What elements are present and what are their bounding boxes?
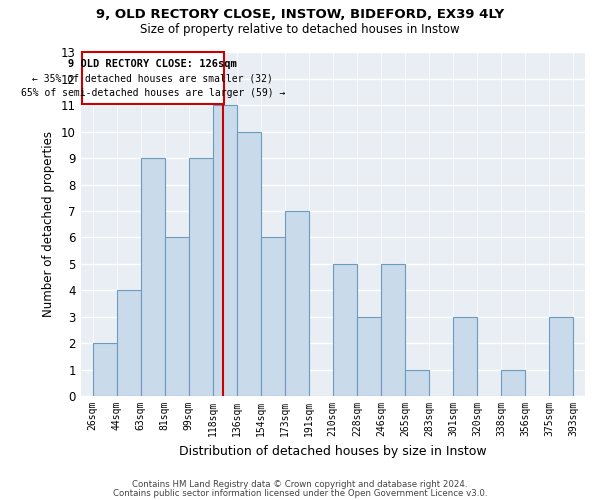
Bar [140,158,164,396]
Bar [213,106,237,396]
Bar [381,264,405,396]
Bar [501,370,525,396]
Text: 65% of semi-detached houses are larger (59) →: 65% of semi-detached houses are larger (… [20,88,285,99]
Bar [405,370,429,396]
Text: 9, OLD RECTORY CLOSE, INSTOW, BIDEFORD, EX39 4LY: 9, OLD RECTORY CLOSE, INSTOW, BIDEFORD, … [96,8,504,20]
Text: 9 OLD RECTORY CLOSE: 126sqm: 9 OLD RECTORY CLOSE: 126sqm [68,60,237,70]
Bar [116,290,140,396]
Bar [333,264,357,396]
Bar [164,238,188,396]
Bar [357,317,381,396]
Y-axis label: Number of detached properties: Number of detached properties [42,132,55,318]
Bar [453,317,477,396]
Bar [261,238,285,396]
FancyBboxPatch shape [82,52,224,104]
Text: Contains public sector information licensed under the Open Government Licence v3: Contains public sector information licen… [113,488,487,498]
Bar [92,343,116,396]
Bar [549,317,573,396]
Text: ← 35% of detached houses are smaller (32): ← 35% of detached houses are smaller (32… [32,74,273,84]
Text: Size of property relative to detached houses in Instow: Size of property relative to detached ho… [140,22,460,36]
Bar [237,132,261,396]
Bar [188,158,213,396]
X-axis label: Distribution of detached houses by size in Instow: Distribution of detached houses by size … [179,444,487,458]
Bar [285,211,309,396]
Text: Contains HM Land Registry data © Crown copyright and database right 2024.: Contains HM Land Registry data © Crown c… [132,480,468,489]
